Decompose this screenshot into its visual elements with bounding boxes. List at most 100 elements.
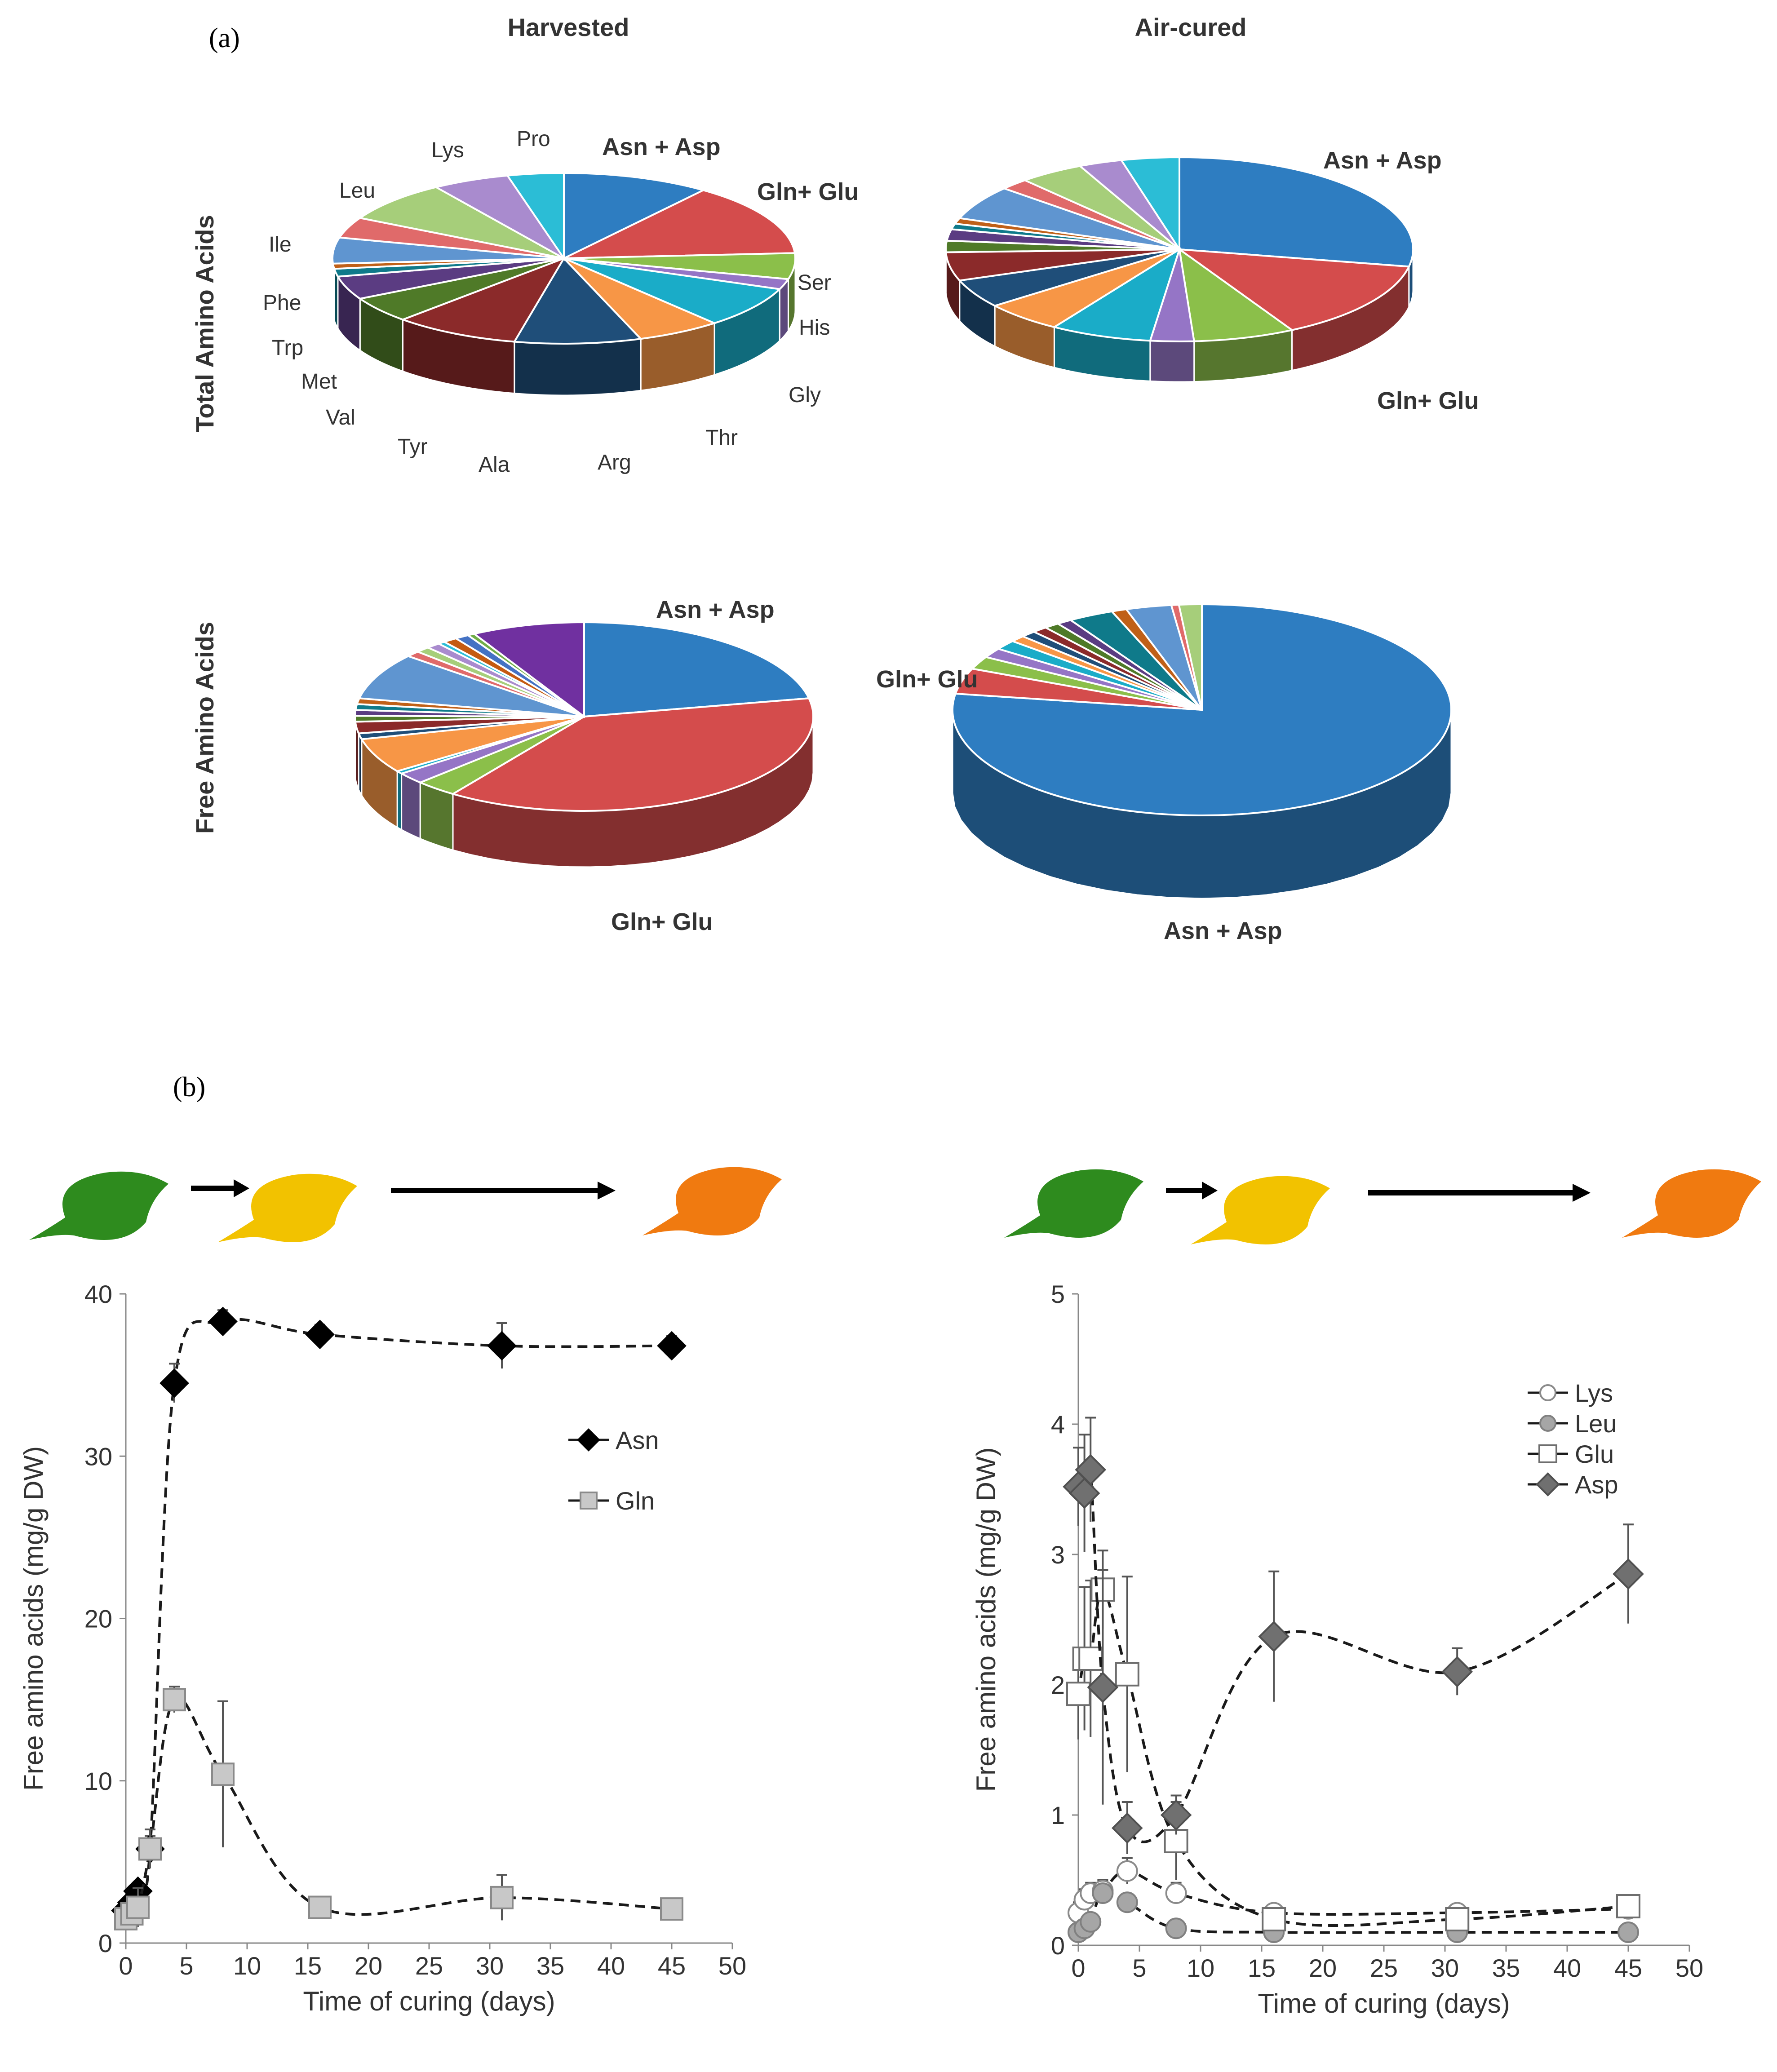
y-axis-label: Free amino acids (mg/g DW) — [18, 1446, 49, 1791]
legend-label-leu: Leu — [1575, 1409, 1617, 1438]
data-point-glu — [1262, 1907, 1286, 1931]
slice-label-gln-glu-free-aircured: Gln+ Glu — [876, 666, 978, 693]
pie-slice — [992, 248, 1180, 328]
x-tick-label: 0 — [1071, 1954, 1085, 1982]
pie-side-wall — [1149, 340, 1195, 383]
data-point-glu — [1115, 1662, 1139, 1687]
data-point-leu — [1165, 1917, 1187, 1939]
y-tick-label: 2 — [1051, 1671, 1065, 1699]
slice-label-leu: Leu — [339, 179, 375, 203]
pie-side-wall — [401, 772, 421, 840]
pie-slice — [563, 257, 717, 340]
data-point-leu — [1617, 1921, 1639, 1943]
legend-marker-asn — [577, 1428, 600, 1452]
y-tick-label: 3 — [1051, 1541, 1065, 1569]
x-tick-label: 20 — [1309, 1954, 1337, 1982]
series-line-asn — [124, 1318, 672, 1912]
data-point-asn — [657, 1331, 687, 1361]
x-axis-label: Time of curing (days) — [1258, 1988, 1510, 2019]
slice-label-asn-asp-free-harvested: Asn + Asp — [656, 596, 775, 623]
data-point-asp — [1441, 1656, 1473, 1687]
slice-label-met: Met — [301, 370, 337, 394]
x-tick-label: 40 — [597, 1952, 625, 1980]
legend-marker-lys — [1539, 1384, 1556, 1401]
pie-slice — [1178, 603, 1203, 710]
pie-total-aircured — [945, 156, 1414, 383]
row-label-total: Total Amino Acids — [191, 215, 219, 432]
pie-slice — [358, 186, 564, 259]
pie-slice — [1179, 156, 1414, 268]
x-tick-label: 30 — [476, 1952, 504, 1980]
data-point-asn — [487, 1331, 517, 1361]
x-tick-label: 5 — [1132, 1954, 1146, 1982]
legend: Asn Gln — [568, 1426, 659, 1515]
series-line-lys — [1077, 1869, 1629, 1916]
pie-slice — [358, 655, 585, 717]
legend-marker-glu — [1538, 1444, 1557, 1463]
slice-label-trp: Trp — [272, 336, 303, 360]
pie-slice — [563, 189, 796, 259]
title-air-cured: Air-cured — [1135, 13, 1247, 41]
leaf-yellow-icon — [1191, 1176, 1330, 1244]
pie-slice — [360, 716, 585, 772]
legend-marker-leu — [1539, 1415, 1556, 1432]
slice-label-gln-glu-free-harvested: Gln+ Glu — [611, 908, 713, 935]
series-line-glu — [1077, 1588, 1629, 1927]
slice-label-ala: Ala — [479, 453, 510, 477]
data-point-glu — [1078, 1647, 1103, 1671]
slice-label-asn-asp: Asn + Asp — [602, 133, 721, 160]
data-point-lys — [1116, 1860, 1138, 1882]
data-point-gln — [163, 1688, 186, 1712]
pie-slice — [1178, 247, 1294, 342]
x-tick-label: 45 — [1614, 1954, 1642, 1982]
y-tick-label: 30 — [84, 1442, 112, 1470]
slice-label-thr: Thr — [705, 426, 738, 450]
pie-slice — [1052, 247, 1181, 342]
legend-label-asn: Asn — [616, 1426, 659, 1454]
legend-marker-asp — [1536, 1472, 1560, 1496]
series-line-asp — [1077, 1458, 1629, 1843]
slice-label-lys: Lys — [431, 138, 464, 162]
x-tick-label: 25 — [415, 1952, 443, 1980]
slice-label-gly: Gly — [789, 383, 821, 407]
y-axis-label: Free amino acids (mg/g DW) — [971, 1448, 1001, 1792]
line-chart-asn-gln: 0 5 10 15 20 25 30 35 40 45 50 0 10 20 30 40 Time of cur… — [18, 1280, 746, 2016]
pie-total-harvested — [332, 172, 796, 396]
x-tick-label: 35 — [1492, 1954, 1520, 1982]
legend-label-lys: Lys — [1575, 1379, 1613, 1407]
slice-label-phe: Phe — [263, 291, 301, 315]
pie-slice — [450, 697, 814, 812]
slice-label-gln-glu-aircured: Gln+ Glu — [1377, 387, 1479, 414]
x-tick-label: 35 — [536, 1952, 564, 1980]
x-tick-label: 0 — [119, 1952, 133, 1980]
data-point-gln — [490, 1886, 514, 1909]
panel-b-label: (b) — [173, 1072, 205, 1102]
pie-slice — [513, 257, 643, 345]
leaf-progression-left — [29, 1167, 782, 1242]
y-tick-label: 10 — [84, 1767, 112, 1795]
data-point-gln — [211, 1762, 235, 1786]
x-tick-label: 10 — [1187, 1954, 1214, 1982]
pie-slice — [1120, 156, 1180, 252]
y-tick-label: 0 — [98, 1929, 112, 1957]
data-point-glu — [1066, 1682, 1090, 1706]
x-tick-label: 25 — [1370, 1954, 1398, 1982]
y-tick-label: 4 — [1051, 1410, 1065, 1439]
y-tick-label: 1 — [1051, 1801, 1065, 1829]
data-point-asn — [160, 1368, 189, 1398]
y-tick-label: 40 — [84, 1280, 112, 1308]
data-point-lys — [1165, 1882, 1187, 1904]
y-tick-label: 5 — [1051, 1280, 1065, 1308]
slice-label-arg: Arg — [598, 451, 631, 474]
row-label-free: Free Amino Acids — [191, 622, 219, 834]
data-point-leu — [1092, 1882, 1114, 1904]
data-point-gln — [308, 1895, 332, 1919]
leaf-progression-right — [1004, 1169, 1761, 1244]
x-tick-label: 15 — [294, 1952, 322, 1980]
slice-label-his: His — [799, 316, 830, 340]
pie-free-aircured — [952, 603, 1452, 899]
data-point-gln — [138, 1837, 162, 1861]
slice-label-val: Val — [326, 406, 355, 429]
leaf-orange-icon — [643, 1167, 782, 1235]
legend-label-glu: Glu — [1575, 1440, 1614, 1468]
